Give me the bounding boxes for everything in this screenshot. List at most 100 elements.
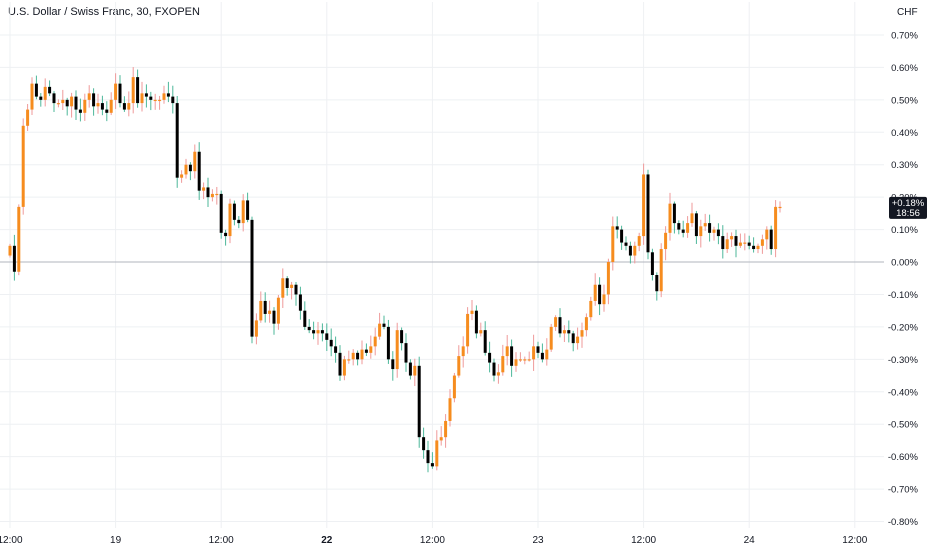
- candle-body: [699, 226, 703, 237]
- candle-body: [540, 352, 544, 360]
- candle-body: [360, 349, 364, 360]
- candle-body: [356, 352, 360, 360]
- candle-body: [241, 200, 245, 224]
- candle-body: [646, 174, 650, 253]
- candle-body: [584, 317, 588, 331]
- candle-body: [285, 278, 289, 288]
- candle-body: [571, 333, 575, 344]
- candle-body: [246, 200, 250, 220]
- candle-body: [637, 236, 641, 246]
- candle-body: [34, 83, 38, 97]
- candle-body: [664, 232, 668, 250]
- candle-body: [193, 151, 197, 172]
- candle-body: [457, 356, 461, 376]
- x-tick-label: 12:00: [631, 535, 656, 546]
- candle-body: [488, 352, 492, 363]
- candle-body: [448, 398, 452, 421]
- candle-body: [514, 359, 518, 366]
- candle-body: [250, 219, 254, 337]
- candle-body: [668, 203, 672, 233]
- y-tick-label: -0.30%: [888, 355, 919, 366]
- candle-body: [184, 164, 188, 175]
- candle-body: [30, 83, 34, 110]
- candle-body: [329, 339, 333, 347]
- candle-body: [26, 109, 30, 126]
- candle-body: [452, 375, 456, 399]
- candle-body: [228, 203, 232, 237]
- badge-background: [889, 196, 927, 219]
- candle-body: [549, 326, 553, 350]
- candle-body: [461, 346, 465, 357]
- candle-body: [580, 330, 584, 337]
- candle-body: [140, 93, 144, 104]
- candle-body: [334, 346, 338, 353]
- candle-body: [496, 372, 500, 376]
- candle-body: [413, 365, 417, 376]
- candle-body: [501, 356, 505, 373]
- candle-body: [659, 249, 663, 292]
- y-tick-label: 0.60%: [891, 63, 918, 74]
- candle-body: [712, 229, 716, 233]
- candle-body: [347, 359, 351, 361]
- candle-body: [136, 77, 140, 104]
- candle-body: [70, 96, 74, 107]
- candle-body: [312, 330, 316, 334]
- candle-body: [307, 326, 311, 331]
- candle-body: [769, 229, 773, 250]
- candle-body: [523, 359, 527, 361]
- candle-body: [17, 206, 21, 272]
- candle-body: [180, 174, 184, 178]
- candle-body: [505, 346, 509, 357]
- candle-body: [589, 300, 593, 318]
- candle-body: [756, 245, 760, 250]
- candle-body: [118, 83, 122, 104]
- candle-body: [294, 284, 298, 295]
- candle-body: [87, 93, 91, 100]
- candle-body: [210, 193, 214, 198]
- x-axis: 12:00 19 12:00 22 12:00 23 12:00 24 12:00: [0, 535, 868, 546]
- candle-body: [708, 223, 712, 233]
- candle-body: [268, 310, 272, 314]
- y-tick-label: 0.10%: [891, 225, 918, 236]
- candle-body: [237, 219, 241, 224]
- candle-body: [492, 362, 496, 376]
- candle-body: [435, 440, 439, 467]
- candle-body: [774, 206, 778, 250]
- candle-body: [479, 330, 483, 334]
- candle-body: [74, 96, 78, 110]
- candle-body: [655, 275, 659, 292]
- candle-body: [254, 320, 258, 337]
- candle-body: [162, 93, 166, 100]
- candle-body: [545, 349, 549, 360]
- candle-body: [602, 294, 606, 305]
- candle-body: [83, 99, 87, 113]
- candle-body: [131, 77, 135, 104]
- candle-body: [158, 99, 162, 102]
- candle-body: [21, 125, 25, 207]
- candle-body: [175, 103, 179, 178]
- y-axis: 0.70%0.60%0.50%0.40%0.30%0.20%0.10%0.00%…: [888, 30, 919, 528]
- y-tick-label: 0.30%: [891, 160, 918, 171]
- candle-body: [677, 223, 681, 230]
- x-tick-label: 12:00: [0, 535, 23, 546]
- candle-body: [760, 239, 764, 246]
- candle-body: [373, 336, 377, 347]
- candle-body: [426, 450, 430, 464]
- candle-body: [422, 437, 426, 451]
- chart-title: U.S. Dollar / Swiss Franc, 30, FXOPEN: [8, 6, 200, 18]
- candle-body: [611, 226, 615, 263]
- candle-body: [576, 336, 580, 344]
- candle-body: [598, 284, 602, 305]
- candle-body: [738, 242, 742, 246]
- candle-body: [188, 164, 192, 172]
- candle-body: [127, 103, 131, 110]
- candle-body: [404, 343, 408, 363]
- currency-label: CHF: [897, 7, 918, 18]
- candle-body: [105, 109, 109, 113]
- candle-body: [681, 229, 685, 233]
- candle-body: [532, 346, 536, 360]
- candle-body: [721, 236, 725, 250]
- y-tick-label: 0.70%: [891, 30, 918, 41]
- badge-countdown: 18:56: [896, 208, 920, 219]
